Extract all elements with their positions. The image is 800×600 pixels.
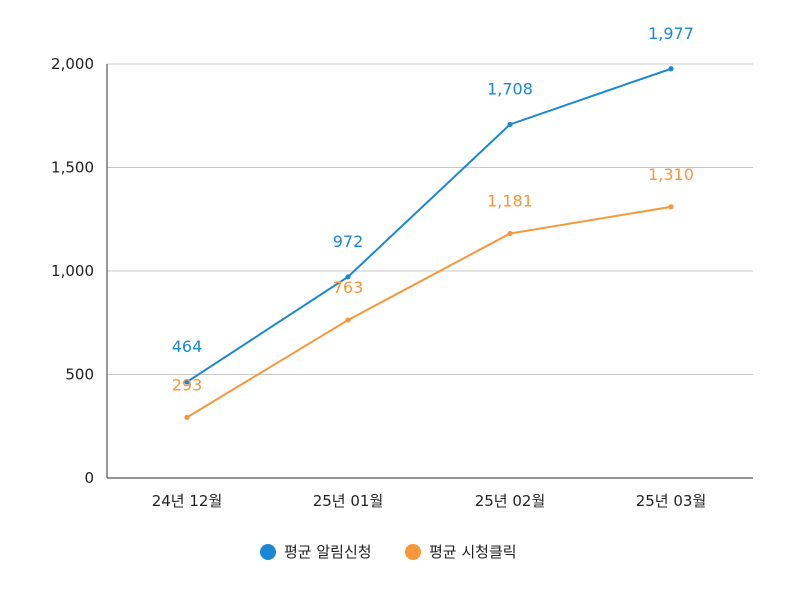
- x-tick-label: 24년 12월: [152, 492, 223, 510]
- series-line: [186, 205, 672, 419]
- data-label: 293: [172, 375, 203, 394]
- data-label: 1,310: [648, 165, 694, 184]
- data-label: 1,977: [648, 24, 694, 43]
- y-tick-label: 1,500: [51, 159, 94, 177]
- data-point: [184, 379, 190, 385]
- data-label: 464: [172, 337, 203, 356]
- data-point: [668, 204, 674, 210]
- legend-label: 평균 알림신청: [284, 543, 372, 561]
- data-point: [184, 414, 190, 420]
- x-tick-label: 25년 03월: [636, 492, 707, 510]
- legend-marker: [260, 544, 276, 560]
- data-label: 972: [333, 232, 364, 251]
- data-point: [507, 121, 513, 128]
- data-point: [507, 230, 513, 237]
- data-point: [345, 317, 351, 323]
- y-tick-label: 2,000: [51, 55, 94, 73]
- data-point: [345, 274, 351, 280]
- x-tick-label: 25년 02월: [475, 492, 546, 510]
- y-tick-label: 0: [84, 469, 94, 487]
- legend-marker: [405, 544, 421, 560]
- data-label: 1,708: [487, 79, 533, 98]
- y-tick-label: 1,000: [51, 262, 94, 280]
- data-label: 763: [333, 278, 364, 297]
- data-label: 1,181: [487, 192, 533, 211]
- y-tick-label: 500: [65, 366, 94, 384]
- x-tick-label: 25년 01월: [313, 492, 384, 510]
- series-line: [186, 67, 672, 383]
- legend-label: 평균 시청클릭: [429, 543, 517, 561]
- data-point: [668, 66, 674, 72]
